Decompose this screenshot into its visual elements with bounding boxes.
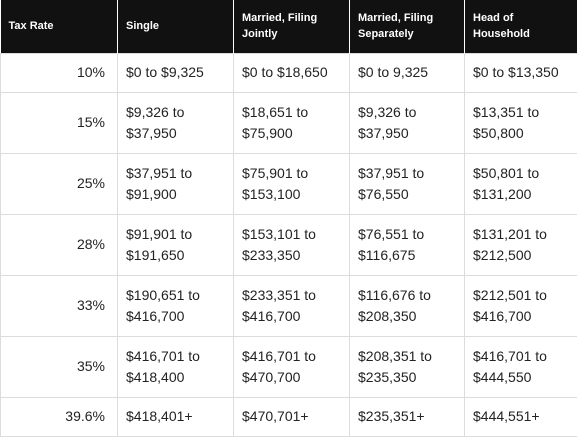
tax-rate-cell: 33%: [0, 274, 118, 337]
married-jointly-cell: $470,701+: [233, 396, 350, 437]
tax-rate-cell: 39.6%: [0, 396, 118, 437]
single-cell: $416,701 to $418,400: [117, 335, 234, 398]
table-row: 10% $0 to $9,325 $0 to $18,650 $0 to 9,3…: [0, 52, 577, 93]
header-married-separately: Married, Filing Separately: [349, 0, 465, 53]
single-cell: $0 to $9,325: [117, 52, 234, 93]
table-row: 35% $416,701 to $418,400 $416,701 to $47…: [0, 335, 577, 398]
married-separately-cell: $0 to 9,325: [349, 52, 465, 93]
married-separately-cell: $37,951 to $76,550: [349, 152, 465, 215]
married-jointly-cell: $0 to $18,650: [233, 52, 350, 93]
married-separately-cell: $9,326 to $37,950: [349, 91, 465, 154]
married-jointly-cell: $416,701 to $470,700: [233, 335, 350, 398]
tax-rate-cell: 25%: [0, 152, 118, 215]
header-head-of-household: Head of Household: [464, 0, 577, 53]
married-jointly-cell: $233,351 to $416,700: [233, 274, 350, 337]
table-row: 25% $37,951 to $91,900 $75,901 to $153,1…: [0, 152, 577, 215]
header-married-jointly: Married, Filing Jointly: [233, 0, 350, 53]
married-jointly-cell: $18,651 to $75,900: [233, 91, 350, 154]
head-of-household-cell: $212,501 to $416,700: [464, 274, 577, 337]
tax-rate-cell: 35%: [0, 335, 118, 398]
married-separately-cell: $235,351+: [349, 396, 465, 437]
tax-rate-cell: 28%: [0, 213, 118, 276]
married-jointly-cell: $75,901 to $153,100: [233, 152, 350, 215]
header-single: Single: [117, 0, 234, 53]
head-of-household-cell: $416,701 to $444,550: [464, 335, 577, 398]
head-of-household-cell: $131,201 to $212,500: [464, 213, 577, 276]
header-tax-rate: Tax Rate: [0, 0, 118, 53]
single-cell: $91,901 to $191,650: [117, 213, 234, 276]
head-of-household-cell: $13,351 to $50,800: [464, 91, 577, 154]
table-header-row: Tax Rate Single Married, Filing Jointly …: [0, 0, 577, 53]
tax-rate-cell: 15%: [0, 91, 118, 154]
table-row: 28% $91,901 to $191,650 $153,101 to $233…: [0, 213, 577, 276]
single-cell: $190,651 to $416,700: [117, 274, 234, 337]
head-of-household-cell: $0 to $13,350: [464, 52, 577, 93]
married-separately-cell: $116,676 to $208,350: [349, 274, 465, 337]
single-cell: $37,951 to $91,900: [117, 152, 234, 215]
married-separately-cell: $208,351 to $235,350: [349, 335, 465, 398]
table-row: 39.6% $418,401+ $470,701+ $235,351+ $444…: [0, 396, 577, 437]
table-row: 15% $9,326 to $37,950 $18,651 to $75,900…: [0, 91, 577, 154]
head-of-household-cell: $444,551+: [464, 396, 577, 437]
single-cell: $418,401+: [117, 396, 234, 437]
head-of-household-cell: $50,801 to $131,200: [464, 152, 577, 215]
married-separately-cell: $76,551 to $116,675: [349, 213, 465, 276]
tax-rate-cell: 10%: [0, 52, 118, 93]
single-cell: $9,326 to $37,950: [117, 91, 234, 154]
married-jointly-cell: $153,101 to $233,350: [233, 213, 350, 276]
table-row: 33% $190,651 to $416,700 $233,351 to $41…: [0, 274, 577, 337]
